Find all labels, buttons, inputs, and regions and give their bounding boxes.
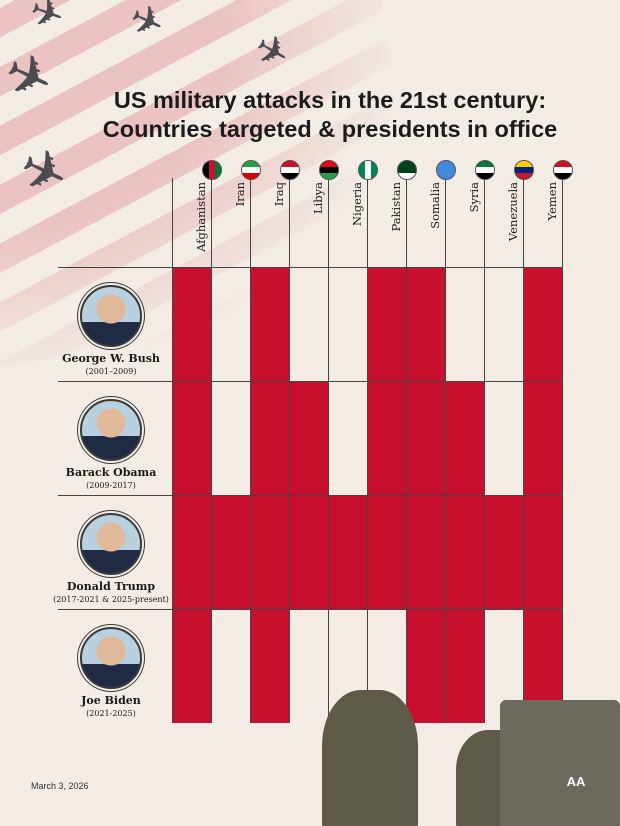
attack-cell (367, 267, 406, 381)
flag-icon-iran (241, 160, 261, 180)
column-label: Yemen (545, 182, 559, 221)
president-barack-obama: Barack Obama (2009-2017) (52, 399, 170, 490)
flag-icon-afghanistan (202, 160, 222, 180)
flag-icon-syria (475, 160, 495, 180)
flag-icon-somalia (436, 160, 456, 180)
aa-logo: AA (566, 774, 586, 789)
chart-title: US military attacks in the 21st century:… (70, 86, 590, 144)
attack-cell (328, 495, 367, 609)
attack-cell (367, 381, 406, 495)
grid-line (484, 168, 485, 723)
grid-line (250, 168, 251, 723)
column-label: Syria (467, 182, 481, 213)
attack-cell (523, 381, 562, 495)
column-label: Afghanistan (194, 182, 208, 252)
grid-line (172, 178, 173, 723)
president-portrait (80, 627, 142, 689)
column-label: Iran (233, 182, 247, 207)
grid-line (58, 381, 562, 382)
attack-cell (523, 267, 562, 381)
attack-cell (172, 381, 211, 495)
attack-cell (484, 495, 523, 609)
column-label: Pakistan (389, 182, 403, 232)
president-name: Barack Obama (65, 466, 157, 479)
attack-cell (406, 381, 445, 495)
attack-cell (289, 495, 328, 609)
attack-cell (445, 609, 484, 723)
grid-line (58, 609, 562, 610)
president-name: George W. Bush (62, 352, 160, 365)
president-portrait (80, 285, 142, 347)
president-name: Joe Biden (81, 694, 141, 707)
president-donald-trump: Donald Trump (2017-2021 & 2025-present) (52, 513, 170, 604)
grid-line (58, 495, 562, 496)
grid-line (58, 267, 562, 268)
president-portrait (80, 513, 142, 575)
attack-cell (406, 495, 445, 609)
grid-line (445, 168, 446, 723)
attack-cell (250, 381, 289, 495)
column-label: Somalia (428, 182, 442, 229)
grid-line (523, 168, 524, 723)
attack-cell (289, 381, 328, 495)
president-years: (2021-2025) (86, 709, 136, 718)
armored-vehicle-photo (500, 700, 620, 826)
attack-cell (406, 267, 445, 381)
flag-icon-iraq (280, 160, 300, 180)
grid-line (406, 168, 407, 723)
flag-icon-yemen (553, 160, 573, 180)
grid-line (367, 168, 368, 723)
attack-cell (250, 495, 289, 609)
attack-cell (250, 609, 289, 723)
attack-cell (250, 267, 289, 381)
column-label: Iraq (272, 182, 286, 207)
attack-cell (445, 495, 484, 609)
date-label: March 3, 2026 (31, 781, 89, 791)
president-years: (2001–2009) (85, 367, 137, 376)
president-years: (2009-2017) (86, 481, 136, 490)
flag-icon-libya (319, 160, 339, 180)
president-george-w-bush: George W. Bush (2001–2009) (52, 285, 170, 376)
president-name: Donald Trump (66, 580, 156, 593)
title-line-1: US military attacks in the 21st century: (113, 87, 547, 113)
column-label: Nigeria (350, 182, 364, 226)
attack-cell (523, 495, 562, 609)
attack-cell (367, 495, 406, 609)
president-joe-biden: Joe Biden (2021-2025) (52, 627, 170, 718)
grid-line (211, 168, 212, 723)
attack-cell (172, 495, 211, 609)
grid-line (328, 168, 329, 723)
flag-icon-venezuela (514, 160, 534, 180)
president-years: (2017-2021 & 2025-present) (53, 595, 169, 604)
column-label: Venezuela (506, 182, 520, 242)
president-portrait (80, 399, 142, 461)
column-label: Libya (311, 182, 325, 215)
grid-line (289, 168, 290, 723)
attack-cell (445, 381, 484, 495)
flag-icon-nigeria (358, 160, 378, 180)
title-line-2: Countries targeted & presidents in offic… (102, 116, 558, 142)
attack-cell (211, 495, 250, 609)
grid-line (562, 168, 563, 723)
attack-cell (172, 267, 211, 381)
attack-cell (172, 609, 211, 723)
soldier-photo (322, 690, 418, 826)
flag-icon-pakistan (397, 160, 417, 180)
attack-cell (406, 609, 445, 723)
